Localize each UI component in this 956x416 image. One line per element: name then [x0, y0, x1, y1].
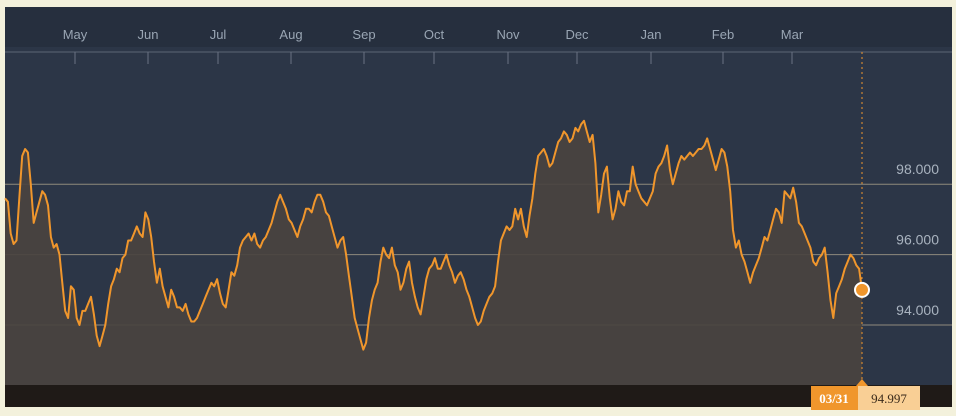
month-label-dec: Dec	[565, 27, 589, 42]
last-date-label: 03/31	[819, 391, 849, 406]
value-badge	[858, 386, 920, 410]
y-tick-98.000: 98.000	[896, 161, 939, 177]
month-label-aug: Aug	[279, 27, 302, 42]
month-label-mar: Mar	[781, 27, 804, 42]
x-axis-strip	[5, 385, 952, 407]
axis-header	[5, 7, 952, 47]
badge-pointer	[856, 379, 868, 386]
last-value-label: 94.997	[871, 391, 907, 406]
month-label-may: May	[63, 27, 88, 42]
month-label-jan: Jan	[641, 27, 662, 42]
month-label-jun: Jun	[138, 27, 159, 42]
last-point-marker	[854, 281, 870, 298]
y-tick-96.000: 96.000	[896, 232, 939, 248]
month-label-sep: Sep	[352, 27, 375, 42]
y-tick-94.000: 94.000	[896, 302, 939, 318]
series-line	[4, 119, 863, 351]
month-label-feb: Feb	[712, 27, 734, 42]
series-area	[5, 120, 862, 386]
month-label-jul: Jul	[210, 27, 227, 42]
month-label-nov: Nov	[496, 27, 520, 42]
date-badge	[811, 386, 858, 410]
month-label-oct: Oct	[424, 27, 445, 42]
